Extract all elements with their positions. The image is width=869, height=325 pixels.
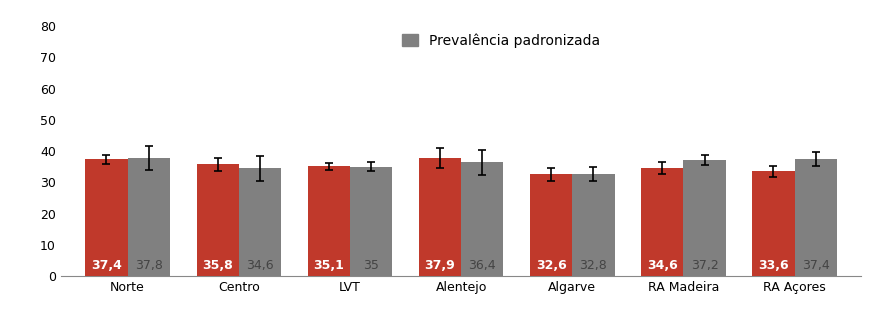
Bar bbox=[572, 174, 614, 276]
Text: 37,8: 37,8 bbox=[135, 259, 163, 272]
Text: 32,8: 32,8 bbox=[579, 259, 607, 272]
Text: 37,9: 37,9 bbox=[424, 259, 454, 272]
Bar bbox=[752, 171, 793, 276]
Text: 37,4: 37,4 bbox=[801, 259, 829, 272]
Text: 34,6: 34,6 bbox=[246, 259, 274, 272]
Bar bbox=[640, 168, 683, 276]
Bar bbox=[128, 158, 169, 276]
Bar bbox=[683, 160, 725, 276]
Bar bbox=[461, 162, 503, 276]
Bar bbox=[238, 168, 281, 276]
Bar bbox=[196, 164, 238, 276]
Bar bbox=[418, 158, 461, 276]
Text: 32,6: 32,6 bbox=[535, 259, 566, 272]
Bar bbox=[85, 159, 128, 276]
Text: 35: 35 bbox=[362, 259, 379, 272]
Text: 37,4: 37,4 bbox=[91, 259, 122, 272]
Bar bbox=[308, 166, 349, 276]
Legend: Prevalência padronizada: Prevalência padronizada bbox=[395, 28, 606, 54]
Text: 35,8: 35,8 bbox=[202, 259, 233, 272]
Text: 34,6: 34,6 bbox=[647, 259, 677, 272]
Bar bbox=[349, 167, 392, 276]
Text: 33,6: 33,6 bbox=[757, 259, 788, 272]
Bar bbox=[529, 174, 572, 276]
Text: 37,2: 37,2 bbox=[690, 259, 718, 272]
Text: 35,1: 35,1 bbox=[313, 259, 344, 272]
Text: 36,4: 36,4 bbox=[468, 259, 495, 272]
Bar bbox=[793, 159, 836, 276]
